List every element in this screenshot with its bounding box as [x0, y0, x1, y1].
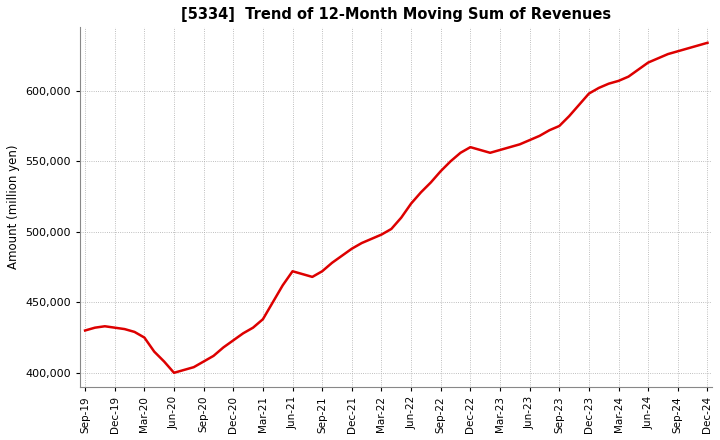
Y-axis label: Amount (million yen): Amount (million yen) [7, 145, 20, 269]
Title: [5334]  Trend of 12-Month Moving Sum of Revenues: [5334] Trend of 12-Month Moving Sum of R… [181, 7, 611, 22]
